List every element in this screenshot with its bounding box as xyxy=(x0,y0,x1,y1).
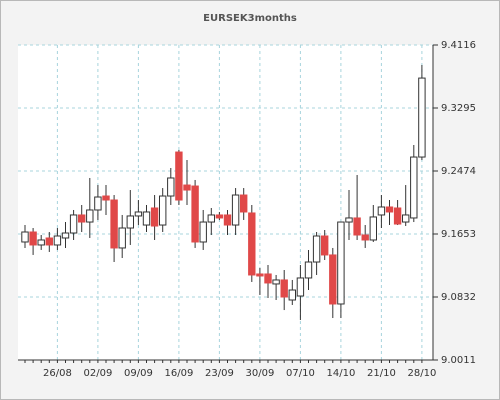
x-tick-label: 14/10 xyxy=(326,368,355,379)
candle-body xyxy=(402,214,410,223)
candle-body xyxy=(69,214,78,234)
candle-body xyxy=(134,211,143,217)
x-tick-label: 21/10 xyxy=(367,368,396,379)
candle-body xyxy=(86,209,94,223)
candle-body xyxy=(418,77,426,158)
candle-body xyxy=(385,206,394,213)
candle-body xyxy=(410,156,418,219)
chart-title: EURSEK3months xyxy=(203,13,297,24)
x-tick-label: 02/09 xyxy=(83,368,112,379)
candle-body xyxy=(288,289,297,301)
candle-body xyxy=(159,195,167,226)
candle-body xyxy=(183,184,191,191)
y-tick-label: 9.3295 xyxy=(441,103,476,114)
y-tick-label: 9.4116 xyxy=(441,40,476,51)
x-tick-label: 26/08 xyxy=(43,368,72,379)
candle-body xyxy=(240,194,248,213)
x-tick-label: 30/09 xyxy=(245,368,274,379)
candle-body xyxy=(45,237,53,246)
candle-body xyxy=(191,185,199,243)
candle-body xyxy=(94,196,102,211)
candle-body xyxy=(280,279,288,298)
candle-body xyxy=(264,273,272,284)
candle-body xyxy=(207,214,216,223)
candle-body xyxy=(393,207,402,225)
y-tick-label: 9.0832 xyxy=(441,292,476,303)
candle-body xyxy=(296,277,305,297)
candle-body xyxy=(37,239,45,246)
candle-body xyxy=(175,151,183,201)
candle-body xyxy=(118,227,126,249)
candle-body xyxy=(231,194,240,226)
candle-body xyxy=(329,254,337,305)
candle-body xyxy=(304,261,313,279)
candle-body xyxy=(21,231,29,243)
x-tick-label: 28/10 xyxy=(407,368,436,379)
candle-body xyxy=(126,215,134,229)
candle-body xyxy=(321,235,329,256)
candle-body xyxy=(53,235,62,246)
candle-body xyxy=(199,221,207,243)
candle-body xyxy=(78,214,86,223)
candle-body xyxy=(248,212,256,276)
candle-body xyxy=(256,273,264,277)
y-tick-label: 9.2474 xyxy=(441,166,476,177)
candle-body xyxy=(110,199,118,249)
x-tick-label: 09/09 xyxy=(124,368,153,379)
candle-body xyxy=(102,195,110,201)
candle-body xyxy=(142,211,151,226)
candle-body xyxy=(369,216,378,241)
candle-body xyxy=(61,232,70,239)
y-tick-label: 9.0011 xyxy=(441,355,476,366)
x-tick-label: 07/10 xyxy=(286,368,315,379)
plot-area xyxy=(18,45,433,360)
candle-body xyxy=(223,214,232,226)
x-tick-label: 16/09 xyxy=(164,368,193,379)
candle-body xyxy=(337,221,345,305)
candle-body xyxy=(312,235,321,263)
candle-body xyxy=(29,231,37,246)
candle-body xyxy=(150,207,159,227)
candle-body xyxy=(361,234,369,241)
candle-body xyxy=(167,177,175,197)
candle-body xyxy=(377,206,386,216)
x-tick-label: 23/09 xyxy=(205,368,234,379)
candle-body xyxy=(272,279,280,285)
candle-body xyxy=(345,217,353,223)
candle-body xyxy=(215,214,224,219)
candle-body xyxy=(353,217,361,236)
y-tick-label: 9.1653 xyxy=(441,229,476,240)
